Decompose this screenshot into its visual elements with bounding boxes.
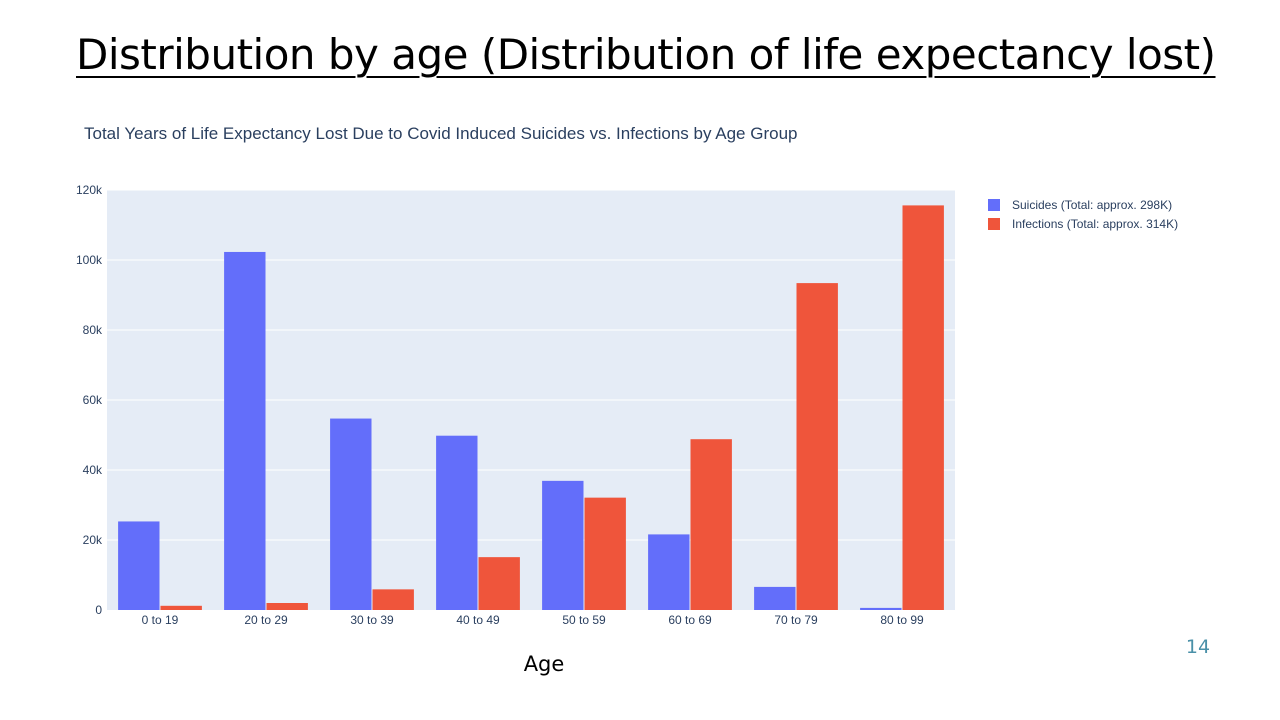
chart-title: Total Years of Life Expectancy Lost Due … [84, 124, 797, 143]
slide-title: Distribution by age (Distribution of lif… [76, 30, 1216, 79]
y-tick-label: 40k [83, 463, 103, 477]
bar-infections [266, 603, 308, 610]
x-tick-label: 20 to 29 [244, 613, 288, 627]
legend: Suicides (Total: approx. 298K) Infections… [988, 198, 1178, 231]
bar-infections [796, 283, 838, 610]
bar-infections [902, 205, 944, 610]
x-tick-label: 40 to 49 [456, 613, 500, 627]
bar-infections [584, 497, 626, 610]
bar-suicides [860, 607, 902, 610]
bar-infections [478, 557, 520, 610]
y-tick-label: 120k [76, 183, 103, 197]
x-tick-label: 60 to 69 [668, 613, 712, 627]
bar-suicides [330, 418, 372, 610]
legend-swatch [988, 218, 1000, 230]
bar-suicides [118, 521, 160, 610]
legend-entry: Infections (Total: approx. 314K) [1012, 217, 1178, 231]
bars [118, 205, 944, 610]
bar-infections [372, 589, 414, 610]
x-tick-label: 70 to 79 [774, 613, 818, 627]
x-axis-title: Age [523, 652, 565, 676]
page-number: 14 [1185, 636, 1211, 658]
x-axis: 0 to 19 20 to 29 30 to 39 40 to 49 50 to 59 6… [142, 613, 924, 627]
bar-suicides [224, 251, 266, 610]
bar-suicides [648, 534, 690, 610]
x-tick-label: 50 to 59 [562, 613, 606, 627]
y-tick-label: 80k [83, 323, 103, 337]
y-tick-label: 0 [95, 603, 102, 617]
x-tick-label: 0 to 19 [142, 613, 179, 627]
legend-swatch [988, 199, 1000, 211]
bar-suicides [754, 586, 796, 610]
y-tick-label: 60k [83, 393, 103, 407]
y-axis: 0 20k 40k 60k 80k 100k 120k [76, 183, 103, 617]
y-tick-label: 100k [76, 253, 103, 267]
y-tick-label: 20k [83, 533, 103, 547]
bar-suicides [436, 435, 478, 610]
bar-suicides [542, 480, 584, 610]
bar-infections [690, 439, 732, 610]
bar-infections [160, 605, 202, 610]
x-tick-label: 80 to 99 [880, 613, 924, 627]
legend-entry: Suicides (Total: approx. 298K) [1012, 198, 1172, 212]
x-tick-label: 30 to 39 [350, 613, 394, 627]
